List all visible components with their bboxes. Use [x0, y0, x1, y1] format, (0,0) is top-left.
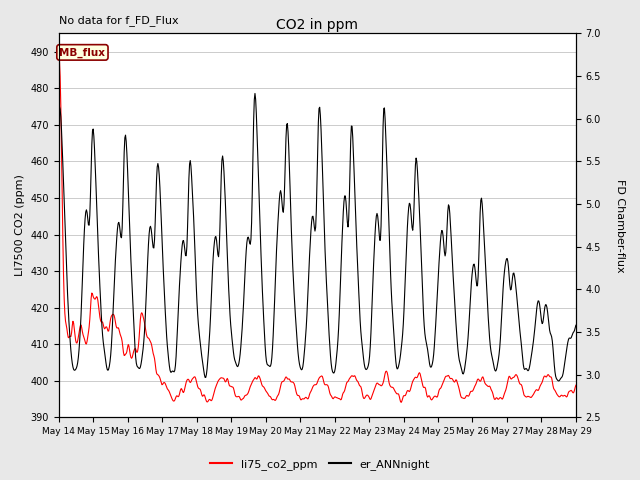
Legend: li75_co2_ppm, er_ANNnight: li75_co2_ppm, er_ANNnight	[205, 455, 435, 474]
Text: MB_flux: MB_flux	[60, 47, 106, 58]
Text: No data for f_FD_Flux: No data for f_FD_Flux	[59, 15, 179, 25]
Title: CO2 in ppm: CO2 in ppm	[276, 18, 358, 32]
Y-axis label: LI7500 CO2 (ppm): LI7500 CO2 (ppm)	[15, 174, 25, 276]
Y-axis label: FD Chamber-flux: FD Chamber-flux	[615, 179, 625, 272]
